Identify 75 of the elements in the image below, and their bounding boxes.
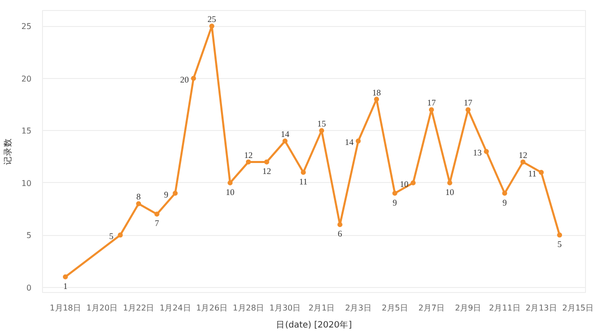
point xyxy=(447,180,452,186)
x-tick-label: 1月24日 xyxy=(160,304,191,312)
data-label: 11 xyxy=(299,176,308,186)
x-tick-label: 2月9日 xyxy=(454,304,482,312)
data-label: 12 xyxy=(262,166,272,176)
y-tick-label: 10 xyxy=(21,178,32,188)
point xyxy=(502,190,508,196)
x-tick-label: 1月18日 xyxy=(50,304,82,312)
point xyxy=(392,190,398,196)
data-label: 17 xyxy=(427,98,436,108)
data-label: 5 xyxy=(109,231,114,242)
x-tick-label: 1月20日 xyxy=(86,304,118,312)
point xyxy=(154,212,160,217)
point xyxy=(410,180,416,186)
point xyxy=(282,138,288,144)
data-label: 8 xyxy=(136,192,141,202)
y-tick-label: 5 xyxy=(26,231,32,240)
point xyxy=(557,232,562,238)
data-label: 15 xyxy=(317,118,326,129)
data-label: 14 xyxy=(344,137,354,148)
point xyxy=(191,76,196,81)
point xyxy=(228,180,233,186)
point xyxy=(300,170,306,175)
point xyxy=(356,138,361,144)
point xyxy=(209,24,214,29)
data-label: 12 xyxy=(518,150,528,160)
point xyxy=(246,159,251,164)
point xyxy=(319,128,324,134)
y-axis-title: 记录数 xyxy=(2,138,14,165)
x-tick-label: 2月5日 xyxy=(382,304,408,312)
data-label: 9 xyxy=(392,197,398,208)
data-label: 25 xyxy=(207,14,216,24)
point xyxy=(520,159,526,164)
point xyxy=(484,149,489,154)
point xyxy=(264,159,270,164)
point xyxy=(466,107,471,112)
data-label: 10 xyxy=(445,186,454,197)
data-label: 13 xyxy=(473,148,482,158)
point xyxy=(428,107,434,112)
y-tick-label: 25 xyxy=(21,22,32,32)
y-tick-label: 0 xyxy=(26,283,32,292)
point xyxy=(172,190,178,196)
x-tick-label: 1月30日 xyxy=(269,304,301,312)
x-tick-label: 2月1日 xyxy=(308,304,335,312)
point xyxy=(62,274,68,280)
x-tick-label: 1月26日 xyxy=(196,304,228,312)
point xyxy=(374,96,380,102)
data-label: 17 xyxy=(464,98,474,108)
data-label: 5 xyxy=(557,239,562,250)
data-label: 7 xyxy=(154,218,160,228)
point xyxy=(337,222,342,228)
point xyxy=(538,170,544,175)
point xyxy=(136,201,142,206)
y-tick-label: 15 xyxy=(21,126,32,136)
x-tick-label: 1月22日 xyxy=(122,304,154,312)
data-label: 9 xyxy=(164,189,168,200)
x-axis-title: 日(date) [2020年] xyxy=(276,320,352,330)
data-label: 11 xyxy=(528,168,536,178)
data-label: 18 xyxy=(372,87,381,98)
x-tick-label: 2月13日 xyxy=(526,304,557,312)
x-tick-label: 2月7日 xyxy=(418,304,445,312)
point xyxy=(118,232,123,238)
data-label: 9 xyxy=(502,197,507,208)
data-label: 6 xyxy=(338,228,343,239)
x-tick-label: 2月15日 xyxy=(562,304,594,312)
x-tick-label: 1月28日 xyxy=(232,304,264,312)
data-label: 10 xyxy=(226,186,234,197)
y-tick-label: 20 xyxy=(21,74,32,84)
data-label: 14 xyxy=(280,129,290,140)
x-tick-label: 2月11日 xyxy=(489,304,520,312)
data-label: 1 xyxy=(63,280,68,291)
data-label: 10 xyxy=(400,178,408,189)
x-tick-label: 2月3日 xyxy=(345,304,372,312)
data-label: 12 xyxy=(244,150,253,160)
data-label: 20 xyxy=(180,74,189,84)
